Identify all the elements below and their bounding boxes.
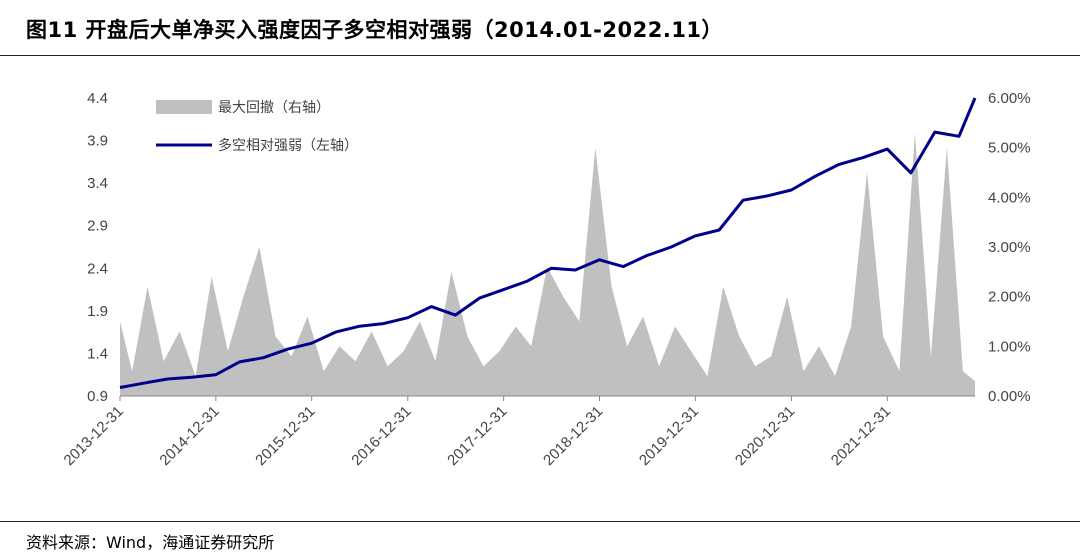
y-right-tick-label-2: 2.00% (988, 289, 1031, 306)
x-tick-label-4: 2017-12-31 (444, 403, 510, 469)
source-rule (0, 521, 1080, 522)
legend-label-strength: 多空相对强弱（左轴） (218, 137, 358, 154)
x-tick-label-2: 2015-12-31 (252, 403, 318, 469)
figure-title: 图11 开盘后大单净买入强度因子多空相对强弱（2014.01-2022.11） (26, 18, 724, 42)
x-tick-label-0: 2013-12-31 (61, 403, 127, 469)
y-left-tick-label-0: 0.9 (87, 388, 108, 405)
y-right-tick-label-3: 3.00% (988, 239, 1031, 256)
title-rule (0, 55, 1080, 56)
y-left-tick-label-2: 1.9 (87, 303, 108, 320)
x-tick-label-3: 2016-12-31 (348, 403, 414, 469)
x-tick-label-8: 2021-12-31 (828, 403, 894, 469)
drawdown-area (120, 132, 975, 397)
y-right-tick-label-6: 6.00% (988, 90, 1031, 107)
y-left-tick-label-7: 4.4 (87, 90, 108, 107)
y-right-tick-label-5: 5.00% (988, 140, 1031, 157)
x-tick-label-5: 2018-12-31 (540, 403, 606, 469)
y-left-tick-label-6: 3.9 (87, 133, 108, 150)
legend: 最大回撤（右轴） 多空相对强弱（左轴） (156, 100, 358, 154)
y-left-tick-label-4: 2.9 (87, 218, 108, 235)
chart: 0.9 1.4 1.9 2.4 2.9 3.4 3.9 4.4 0.00% 1.00% 2.00% 3… (61, 90, 1031, 469)
legend-label-drawdown: 最大回撤（右轴） (218, 100, 330, 116)
relative-strength-line (119, 97, 977, 389)
x-tick-label-1: 2014-12-31 (156, 403, 222, 469)
x-tick-label-6: 2019-12-31 (636, 403, 702, 469)
x-tick-label-7: 2020-12-31 (732, 403, 798, 469)
y-right-tick-label-1: 1.00% (988, 338, 1031, 355)
y-left-tick-label-3: 2.4 (87, 260, 108, 277)
axes (119, 395, 975, 401)
relative-strength-line-layer (119, 97, 977, 389)
source-note: 资料来源：Wind，海通证券研究所 (26, 533, 275, 552)
y-left-tick-label-1: 1.4 (87, 345, 108, 362)
y-left-tick-label-5: 3.4 (87, 175, 108, 192)
drawdown-area-layer (120, 132, 975, 397)
y-right-tick-label-0: 0.00% (988, 388, 1031, 405)
y-right-tick-label-4: 4.00% (988, 189, 1031, 206)
legend-swatch-drawdown (156, 100, 212, 114)
